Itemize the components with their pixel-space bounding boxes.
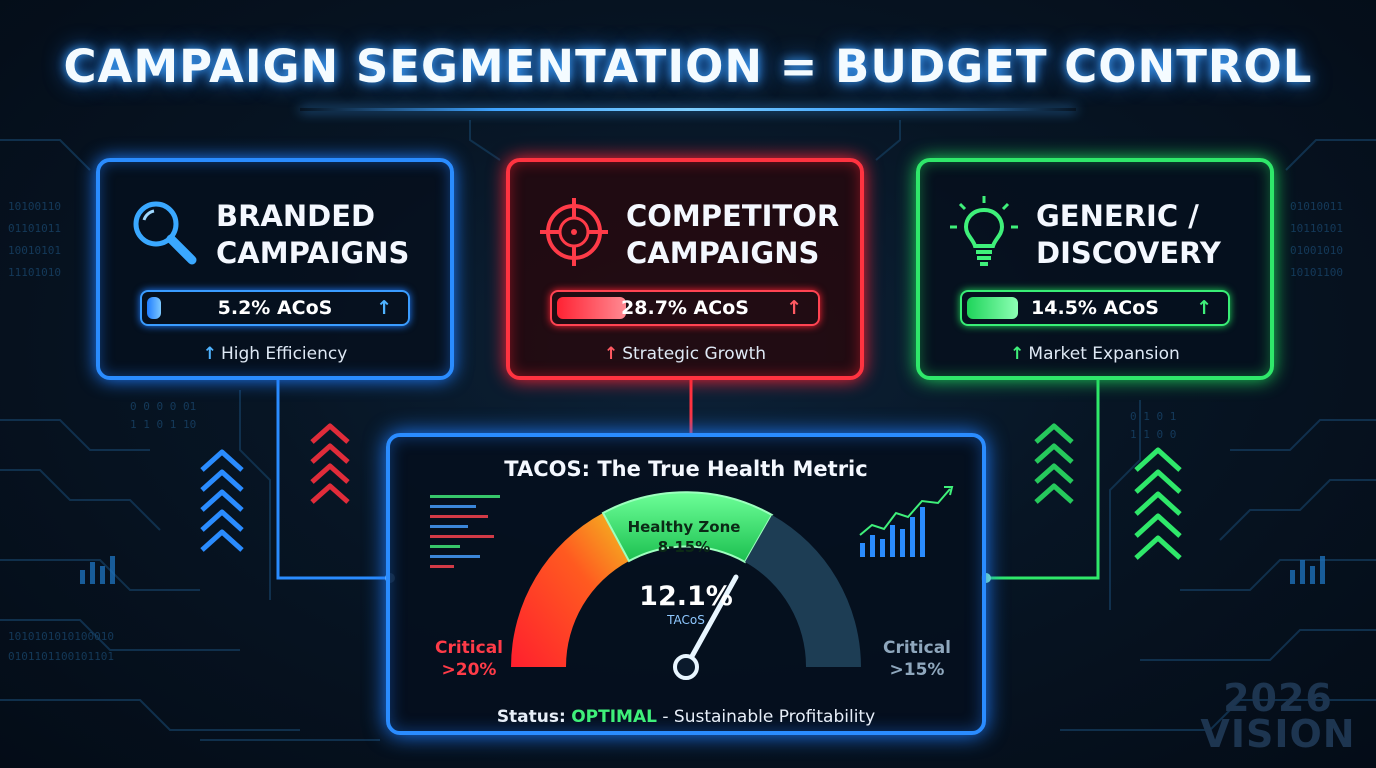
acos-meter-fill <box>967 297 1018 319</box>
svg-text:10101100: 10101100 <box>1290 266 1343 279</box>
left-critical-label: Critical >20% <box>434 638 504 680</box>
acos-meter: 5.2% ACoS ↑ <box>140 290 410 326</box>
svg-text:10100110: 10100110 <box>8 200 61 213</box>
svg-text:10110101: 10110101 <box>1290 222 1343 235</box>
acos-meter: 28.7% ACoS ↑ <box>550 290 820 326</box>
tacos-panel: TACOS: The True Health Metric Healthy Zo… <box>386 433 986 735</box>
up-arrow-icon: ↑ <box>603 344 619 364</box>
svg-text:1010101010100010: 1010101010100010 <box>8 630 114 643</box>
up-arrow-icon: ↑ <box>786 297 802 319</box>
acos-meter-fill <box>557 297 626 319</box>
tacos-gauge <box>430 486 954 680</box>
tacos-value: 12.1% <box>639 581 733 612</box>
svg-text:01001010: 01001010 <box>1290 244 1343 257</box>
magnifier-icon <box>133 201 197 265</box>
card-subtitle: ↑ Market Expansion <box>1010 344 1180 364</box>
title-underline <box>300 108 1076 111</box>
mini-bars-decor <box>430 495 500 568</box>
acos-meter-fill <box>147 297 161 319</box>
svg-text:0 1 0 1: 0 1 0 1 <box>1130 410 1176 423</box>
status-line: Status: OPTIMAL - Sustainable Profitabil… <box>496 707 876 727</box>
tacos-title: TACOS: The True Health Metric <box>504 457 868 481</box>
up-arrow-icon: ↑ <box>1010 344 1025 364</box>
growth-chart-decor <box>859 486 954 557</box>
card-title: COMPETITOR CAMPAIGNS <box>626 199 840 270</box>
competitor-campaigns-card: COMPETITOR CAMPAIGNS 28.7% ACoS ↑ ↑ Strate… <box>506 158 864 380</box>
acos-value: 14.5% ACoS <box>1031 297 1159 319</box>
card-subtitle: ↑ Strategic Growth <box>603 344 767 364</box>
up-arrow-icon: ↑ <box>202 344 217 364</box>
tacos-unit: TACoS <box>667 613 705 627</box>
healthy-zone-label: Healthy Zone 8-15% <box>627 518 741 556</box>
svg-text:01010011: 01010011 <box>1290 200 1343 213</box>
branded-campaigns-card: BRANDED CAMPAIGNS 5.2% ACoS ↑ ↑ High Effic… <box>96 158 454 380</box>
acos-meter: 14.5% ACoS ↑ <box>960 290 1230 326</box>
generic-discovery-card: GENERIC / DISCOVERY 14.5% ACoS ↑ ↑ Market … <box>916 158 1274 380</box>
up-arrow-icon: ↑ <box>1196 297 1212 319</box>
up-arrow-icon: ↑ <box>376 297 392 319</box>
svg-text:01101011: 01101011 <box>8 222 61 235</box>
crosshair-icon <box>540 198 608 266</box>
vision-watermark: 2026 VISION <box>1200 676 1356 756</box>
svg-text:10010101: 10010101 <box>8 244 61 257</box>
svg-text:1 1 0 0: 1 1 0 0 <box>1130 428 1176 441</box>
card-title: BRANDED CAMPAIGNS <box>216 199 410 270</box>
acos-value: 28.7% ACoS <box>621 297 749 319</box>
svg-text:0 0 0 0 01: 0 0 0 0 01 <box>130 400 196 413</box>
lightbulb-icon <box>950 196 1018 266</box>
status-badge: OPTIMAL <box>571 707 657 727</box>
svg-text:1 1 0 1 10: 1 1 0 1 10 <box>130 418 196 431</box>
svg-text:11101010: 11101010 <box>8 266 61 279</box>
acos-value: 5.2% ACoS <box>217 297 333 319</box>
right-critical-label: Critical >15% <box>882 638 952 680</box>
card-subtitle: ↑ High Efficiency <box>202 344 348 364</box>
card-title: GENERIC / DISCOVERY <box>1036 199 1221 270</box>
page-title: CAMPAIGN SEGMENTATION = BUDGET CONTROL <box>63 40 1313 93</box>
svg-text:0101101100101101: 0101101100101101 <box>8 650 114 663</box>
